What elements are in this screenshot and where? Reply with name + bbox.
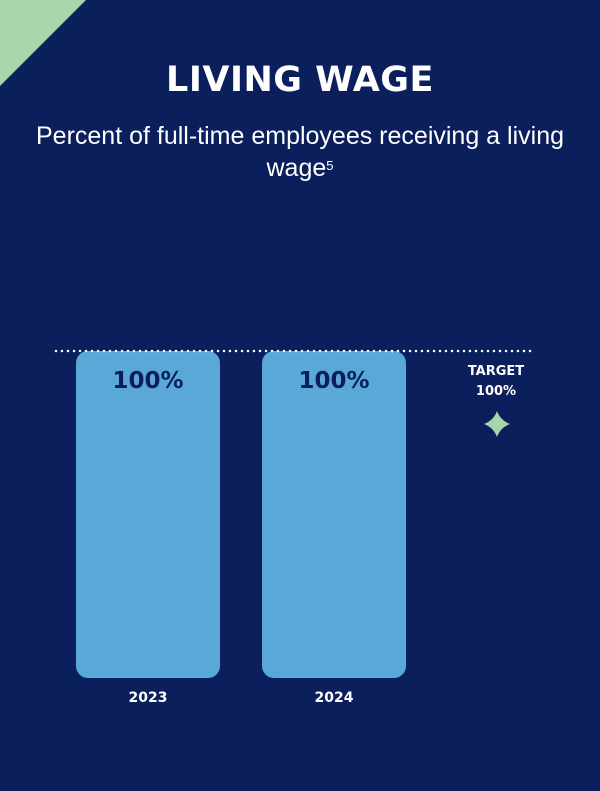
category-label: 2023 [129,690,168,706]
bar-value-label: 100% [298,368,369,394]
target-value: 100% [475,384,517,399]
chart-subtitle: Percent of full-time employees receiving… [0,120,600,184]
target-label: TARGET 100% [446,362,546,402]
sparkle-icon [484,411,510,437]
bar-2023 [76,351,220,678]
bar-2024 [262,351,406,678]
target-title: TARGET [467,364,525,379]
footnote-marker: 5 [326,158,334,173]
bar-value-label: 100% [112,368,183,394]
subtitle-text: Percent of full-time employees receiving… [35,122,564,182]
corner-accent [0,0,86,86]
category-label: 2024 [315,690,354,706]
chart-title: LIVING WAGE [166,60,434,100]
